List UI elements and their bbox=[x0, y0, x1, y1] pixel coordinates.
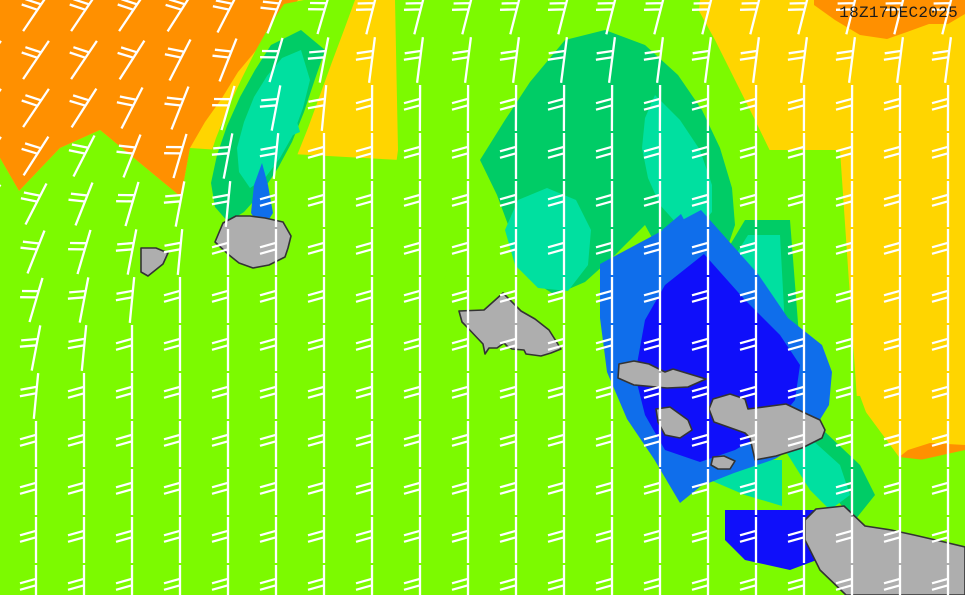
svg-text:18Z17DEC2025: 18Z17DEC2025 bbox=[839, 4, 958, 22]
